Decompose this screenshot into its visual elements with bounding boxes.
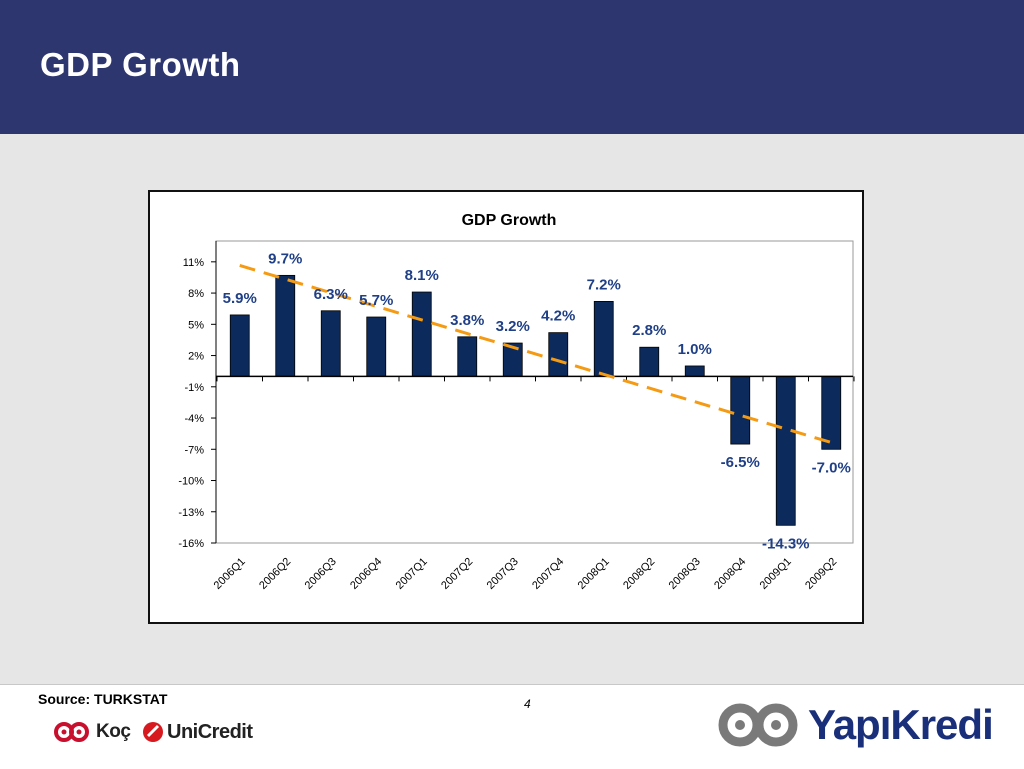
bar — [457, 336, 478, 377]
data-label: 2.8% — [632, 322, 666, 339]
unicredit-logo-text: UniCredit — [167, 720, 253, 743]
x-tick-label: 2009Q1 — [758, 556, 794, 592]
yapikredi-logo-text: YapıKredi — [808, 701, 994, 748]
chart-canvas: GDP Growth 11% 8% 5% 2% -1% -4% -7% -10% -13% -16… — [178, 212, 855, 592]
data-label: 5.9% — [223, 290, 257, 307]
x-tick-label: 2008Q1 — [576, 556, 612, 592]
data-label: -6.5% — [721, 454, 760, 471]
data-label: 1.0% — [678, 341, 712, 358]
y-tick-label: -10% — [178, 476, 204, 488]
plot-area — [215, 240, 854, 544]
bar — [548, 332, 569, 377]
unicredit-logo: UniCredit — [142, 717, 253, 747]
y-tick-label: -1% — [184, 382, 204, 394]
data-label: 3.8% — [450, 312, 484, 329]
data-label: 9.7% — [268, 250, 302, 267]
footer: Source: TURKSTAT 4 Koç UniCredit YapıKre… — [0, 684, 1024, 769]
y-tick-label: 2% — [188, 351, 204, 363]
y-tick-label: -13% — [178, 507, 204, 519]
trendline-path — [239, 264, 832, 444]
y-tick-label: 8% — [188, 288, 204, 300]
x-tick-label: 2006Q4 — [348, 556, 384, 592]
y-tick-label: 5% — [188, 319, 204, 331]
chart-title: GDP Growth — [462, 212, 557, 229]
y-tick-label: -7% — [184, 444, 204, 456]
x-tick-label: 2006Q3 — [303, 556, 339, 592]
yapikredi-logo: YapıKredi — [718, 699, 994, 751]
header-bar: GDP Growth — [0, 0, 1024, 134]
x-tick-label: 2007Q3 — [485, 556, 521, 592]
data-label: 3.2% — [496, 318, 530, 335]
data-label: 6.3% — [314, 286, 348, 303]
bar — [821, 375, 842, 450]
page-number: 4 — [524, 697, 531, 711]
yapikredi-emblem-icon — [718, 703, 798, 747]
trendline — [239, 264, 832, 444]
data-label: 8.1% — [405, 267, 439, 284]
bar — [366, 316, 387, 377]
koc-logo: Koç — [54, 717, 131, 747]
page-title: GDP Growth — [40, 46, 241, 83]
x-axis — [216, 375, 855, 382]
x-tick-label: 2009Q2 — [803, 556, 839, 592]
koc-emblem-icon — [54, 722, 89, 742]
y-tick-label: -16% — [178, 538, 204, 550]
bar — [684, 365, 705, 377]
x-tick-label: 2007Q1 — [394, 556, 430, 592]
bar — [593, 301, 614, 377]
y-tick-label: -4% — [184, 413, 204, 425]
data-label: 4.2% — [541, 308, 575, 325]
data-labels: 5.9% 9.7% 6.3% 5.7% 8.1% 3.8% 3.2% 4.2% 7.2% 2.8%… — [223, 250, 851, 552]
koc-logo-text: Koç — [96, 721, 131, 742]
bar — [320, 310, 341, 377]
bar — [775, 375, 796, 526]
x-tick-label: 2008Q4 — [712, 556, 748, 592]
bar — [730, 375, 751, 445]
x-axis-labels: 2006Q1 2006Q2 2006Q3 2006Q4 2007Q1 2007Q2 2007… — [212, 556, 840, 592]
bar — [639, 346, 660, 377]
x-tick-label: 2007Q2 — [439, 556, 475, 592]
bar — [411, 291, 432, 377]
x-tick-label: 2006Q2 — [257, 556, 293, 592]
source-note: Source: TURKSTAT — [38, 691, 168, 707]
data-label: 5.7% — [359, 292, 393, 309]
y-axis: 11% 8% 5% 2% -1% -4% -7% -10% -13% -16% — [178, 241, 217, 550]
x-tick-label: 2006Q1 — [212, 556, 248, 592]
x-tick-label: 2008Q2 — [621, 556, 657, 592]
unicredit-emblem-icon — [143, 722, 163, 742]
bar — [229, 314, 250, 377]
x-tick-label: 2008Q3 — [667, 556, 703, 592]
bar — [275, 274, 296, 377]
data-label: 7.2% — [587, 276, 621, 293]
data-label: -7.0% — [812, 459, 851, 476]
x-tick-label: 2007Q4 — [530, 556, 566, 592]
gdp-growth-chart: GDP Growth 11% 8% 5% 2% -1% -4% -7% -10% -13% -16… — [148, 190, 864, 624]
data-label: -14.3% — [762, 535, 810, 552]
y-tick-label: 11% — [183, 257, 204, 269]
